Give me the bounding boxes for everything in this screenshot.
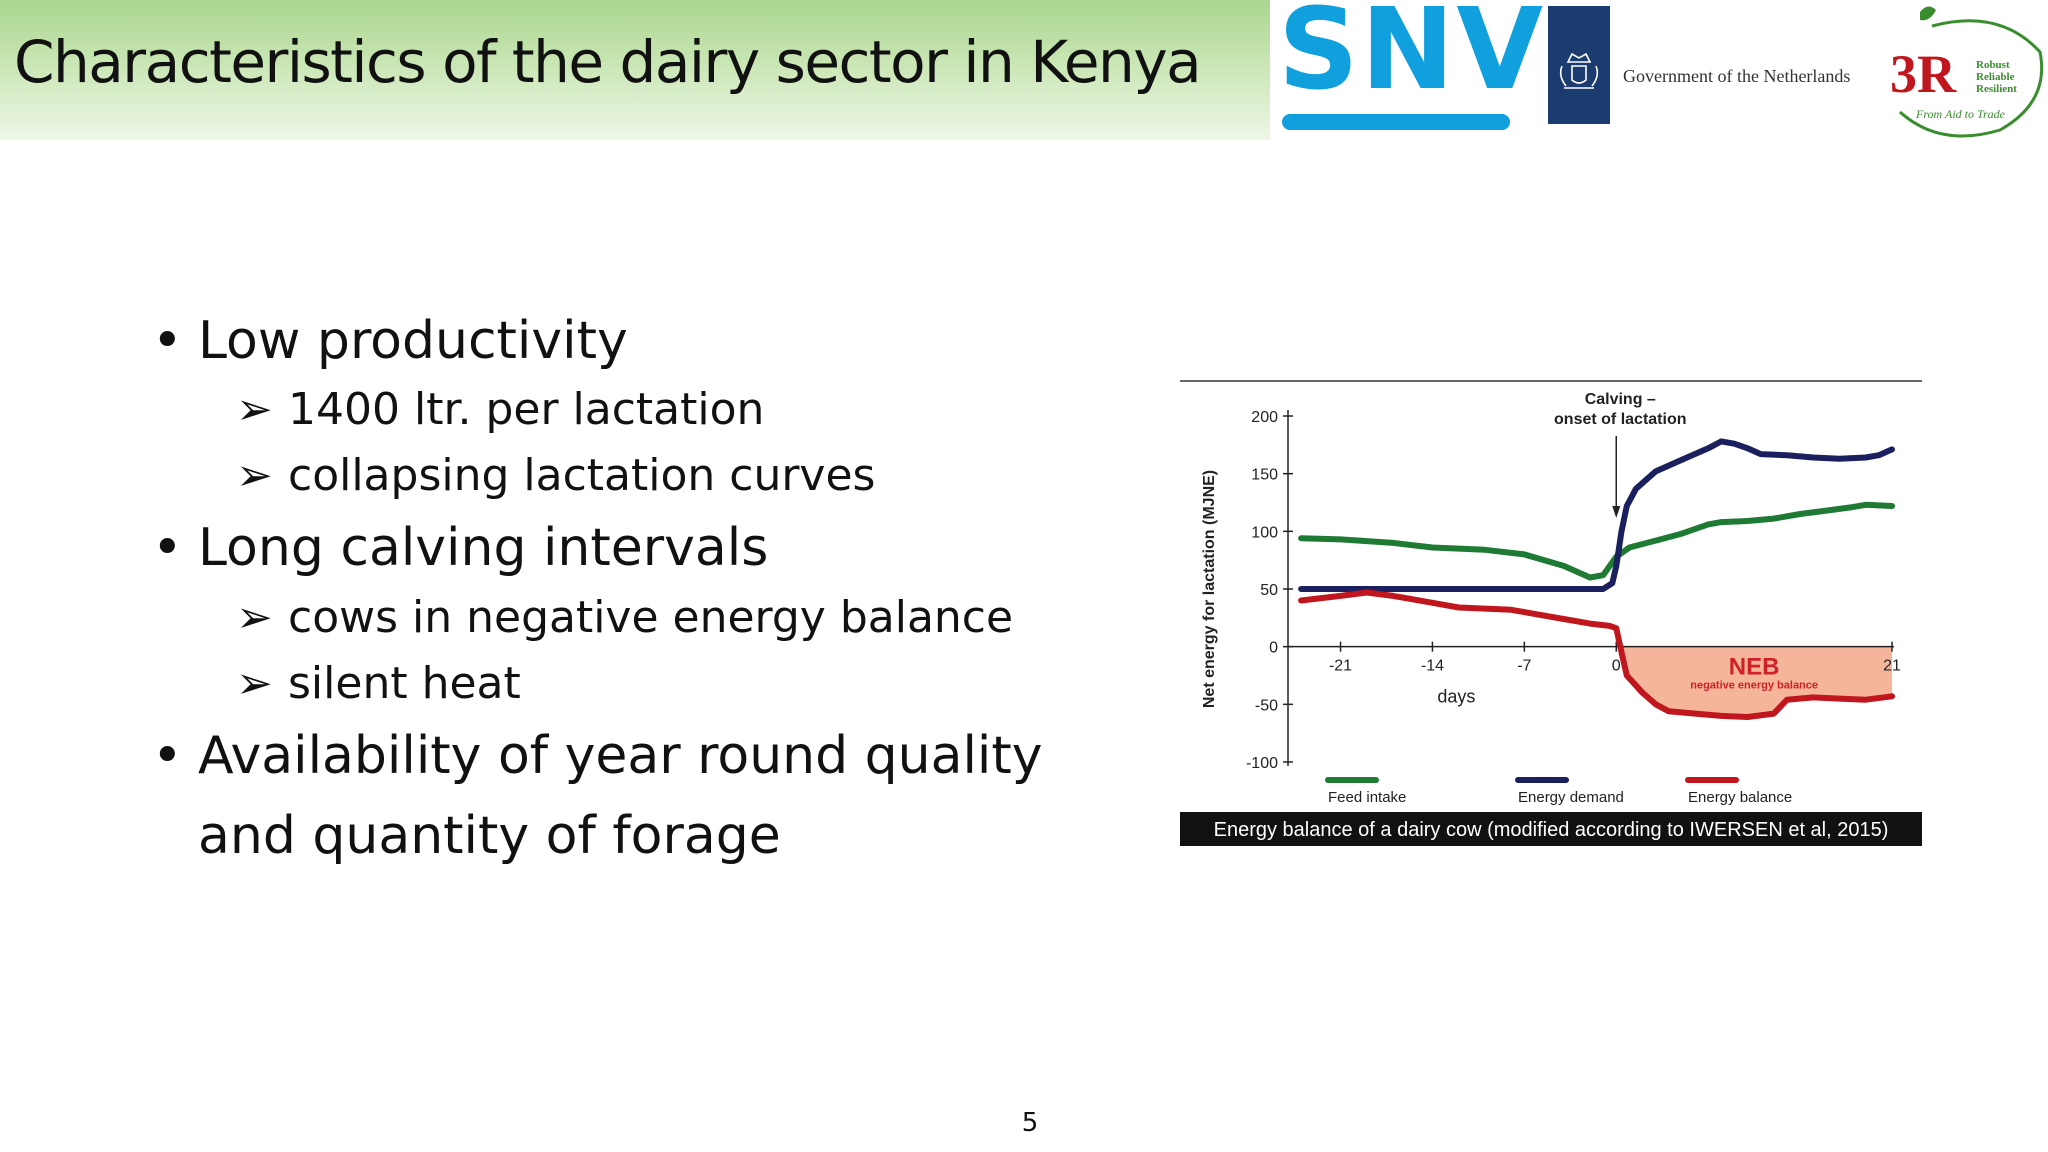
y-axis-label: Net energy for lactation (MJNE) — [1201, 470, 1218, 708]
legend-label-1: Energy demand — [1518, 789, 1624, 806]
series-line-0 — [1298, 501, 1895, 581]
x-tick-label: 0 — [1612, 658, 1621, 675]
bullet-long-calving-intervals: • Long calving intervals — [152, 517, 1052, 580]
energy-balance-chart: 200 150 100 50 0 -50 -100 -21 -14 -7 0 21 Net energ… — [1180, 378, 1922, 846]
y-tick-label: 200 — [1251, 409, 1278, 426]
page-number: 5 — [1021, 1108, 1039, 1138]
bullet-dot-icon: • — [152, 725, 183, 786]
bullet-list: • Low productivity ➢ 1400 ltr. per lacta… — [152, 310, 1052, 881]
leaf-icon — [1920, 6, 1936, 21]
arrow-bullet-icon: ➢ — [236, 384, 273, 436]
netherlands-government-label: Government of the Netherlands — [1623, 66, 1851, 86]
sub-bullet-silent-heat: ➢ silent heat — [152, 651, 1052, 717]
netherlands-emblem-icon — [1548, 6, 1610, 124]
neb-region — [1616, 646, 1892, 718]
bullet-low-productivity: • Low productivity — [152, 310, 1052, 373]
series-line-1 — [1298, 438, 1895, 592]
neb-sublabel: negative energy balance — [1690, 680, 1818, 692]
sub-bullet-text: 1400 ltr. per lactation — [288, 384, 765, 436]
page-title: Characteristics of the dairy sector in K… — [14, 28, 1202, 96]
calving-annotation-line-1: Calving – — [1585, 391, 1656, 408]
3r-logo: 3R Robust Reliable Resilient From Aid to… — [1880, 2, 2048, 142]
bullet-forage-availability: • Availability of year round quality — [152, 725, 1052, 788]
bullet-dot-icon: • — [152, 311, 183, 371]
calving-arrow-head-icon — [1612, 506, 1621, 518]
calving-annotation-line-2: onset of lactation — [1554, 411, 1686, 428]
snv-logo-underline — [1282, 114, 1510, 130]
3r-tagline: From Aid to Trade — [1915, 107, 2006, 121]
x-tick-label: -14 — [1421, 658, 1444, 675]
x-tick-label: -7 — [1517, 658, 1531, 675]
sub-bullet-ltr-per-lactation: ➢ 1400 ltr. per lactation — [152, 377, 1052, 443]
arrow-bullet-icon: ➢ — [236, 591, 273, 643]
bullet-text: Low productivity — [198, 311, 628, 371]
series-line-2 — [1298, 589, 1895, 720]
x-tick-label: 21 — [1883, 658, 1901, 675]
bullet-text: Long calving intervals — [198, 518, 769, 579]
sub-bullet-text: silent heat — [288, 657, 521, 709]
caption-bar — [1180, 812, 1922, 846]
x-tick-label: -21 — [1329, 658, 1352, 675]
chart-caption: Energy balance of a dairy cow (modified … — [1214, 819, 1889, 841]
chart-axes: 200 150 100 50 0 -50 -100 -21 -14 -7 0 21 — [1246, 409, 1901, 772]
y-tick-label: 100 — [1251, 524, 1278, 541]
3r-main: 3R — [1890, 44, 1957, 104]
snv-logo-text: SNV — [1278, 0, 1546, 115]
neb-region-group — [1616, 646, 1892, 718]
bullet-forage-availability-continued: and quantity of forage — [198, 806, 781, 867]
chart-labels: Net energy for lactation (MJNE) days Calvi… — [1201, 391, 1818, 708]
3r-line-1: Robust — [1976, 59, 2010, 71]
sub-bullet-negative-energy: ➢ cows in negative energy balance — [152, 585, 1052, 651]
legend-label-2: Energy balance — [1688, 789, 1792, 806]
3r-line-3: Resilient — [1976, 83, 2017, 95]
bullet-dot-icon: • — [152, 518, 183, 579]
snv-logo: SNV — [1278, 0, 1543, 130]
sub-bullet-lactation-curves: ➢ collapsing lactation curves — [152, 443, 1052, 509]
y-tick-label: 150 — [1251, 467, 1278, 484]
sub-bullet-text: collapsing lactation curves — [288, 450, 876, 502]
bullet-text: Availability of year round quality — [198, 725, 1043, 786]
arrow-bullet-icon: ➢ — [236, 450, 273, 502]
chart-series-lines — [1298, 438, 1895, 720]
arrow-bullet-icon: ➢ — [236, 657, 273, 709]
neb-label: NEB — [1729, 654, 1780, 681]
y-tick-label: -50 — [1255, 697, 1278, 714]
x-axis-label: days — [1437, 687, 1475, 707]
title-band — [0, 0, 1270, 140]
chart-legend: Feed intake Energy demand Energy balance — [1325, 777, 1792, 806]
y-tick-label: -100 — [1246, 755, 1278, 772]
y-tick-label: 0 — [1269, 640, 1278, 657]
chart-svg: 200 150 100 50 0 -50 -100 -21 -14 -7 0 21 Net energ… — [1180, 380, 1922, 846]
3r-line-2: Reliable — [1976, 71, 2015, 83]
legend-label-0: Feed intake — [1328, 789, 1406, 806]
sub-bullet-text: cows in negative energy balance — [288, 591, 1014, 643]
y-tick-label: 50 — [1260, 582, 1278, 599]
